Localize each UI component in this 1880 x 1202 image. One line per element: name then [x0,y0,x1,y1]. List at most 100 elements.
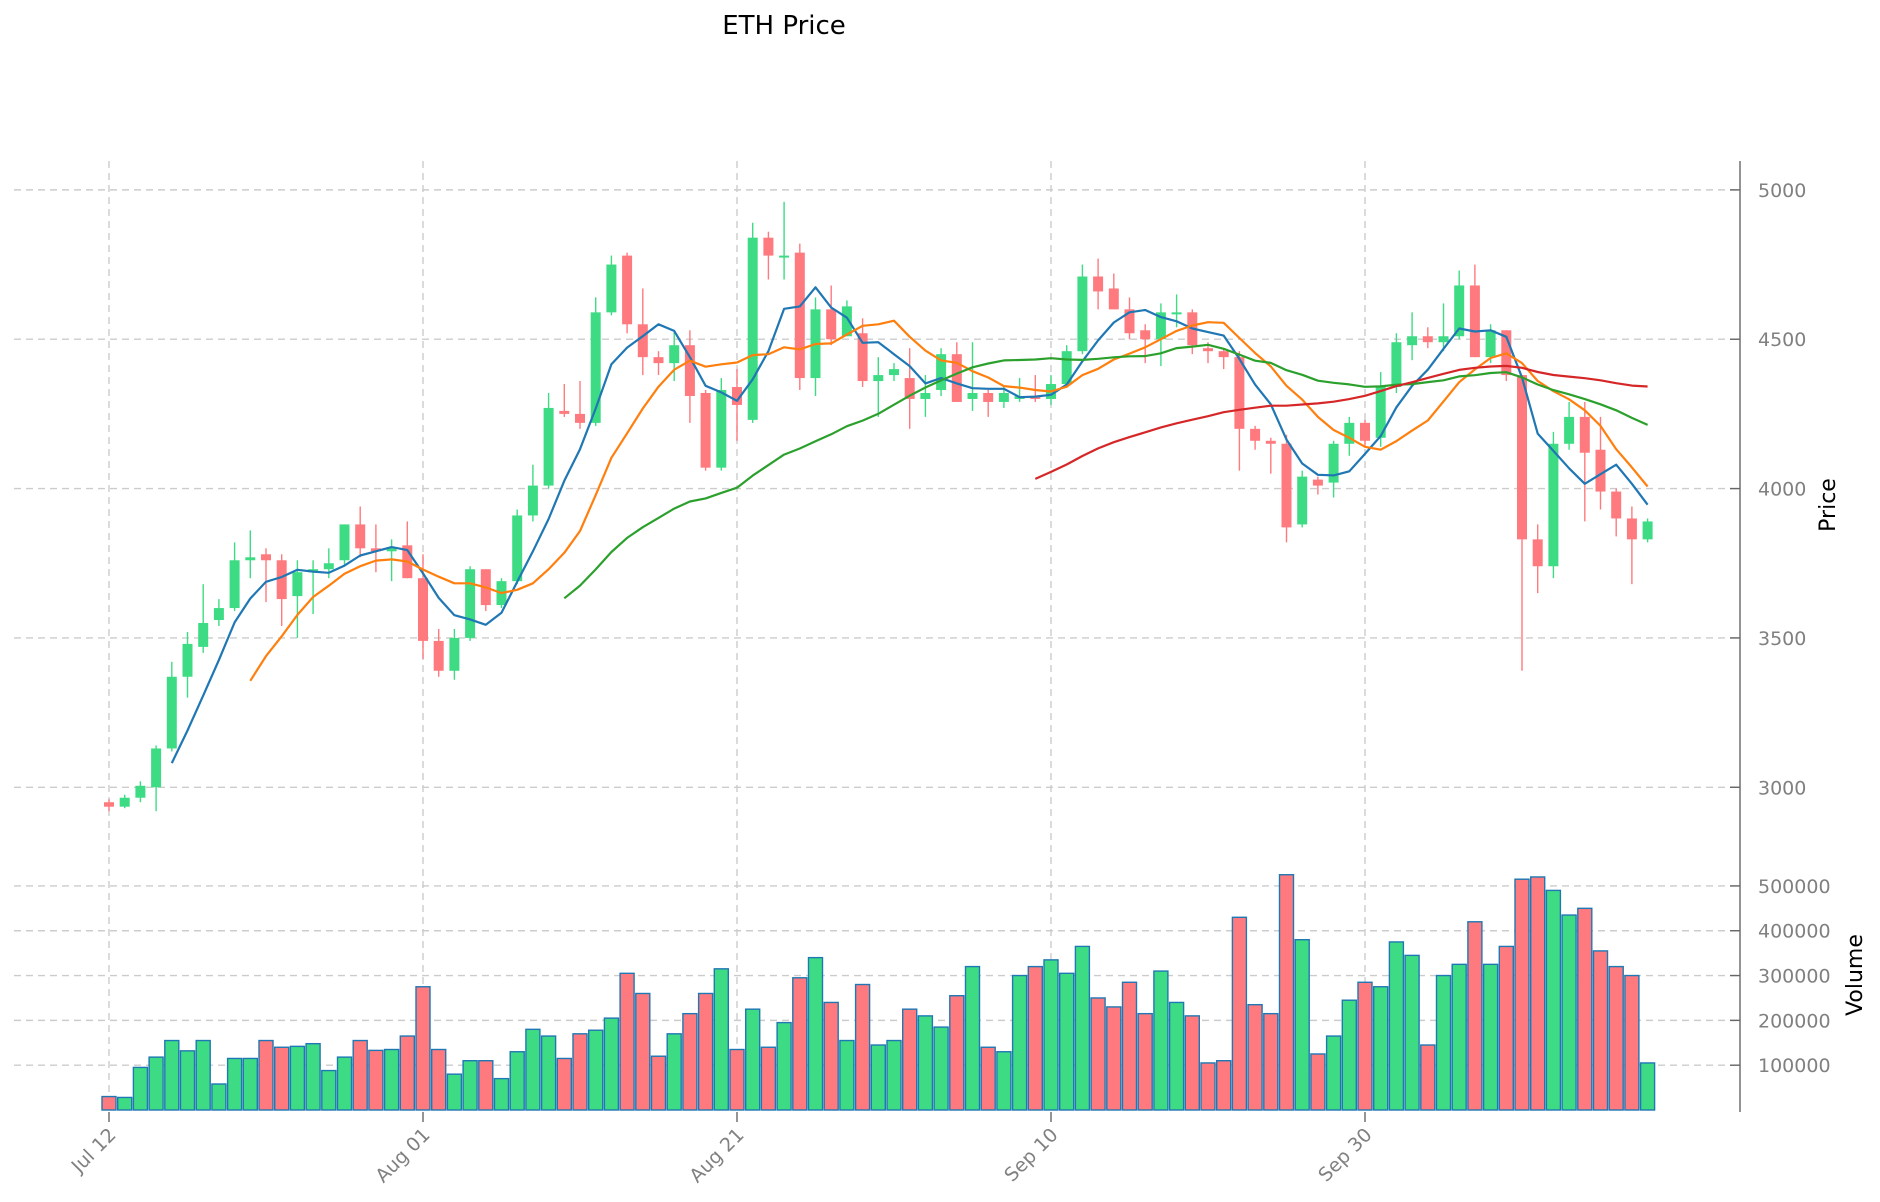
candle-body [1360,422,1370,441]
candle [182,631,193,698]
volume-bar [1043,959,1059,1111]
volume-bar [525,1028,541,1111]
candle-body [716,390,727,468]
volume-bar [352,1039,368,1111]
candle-body [1312,479,1323,486]
volume-bar [226,1057,243,1111]
candle-body [1548,443,1559,567]
candle-body [339,524,350,561]
volume-bar [886,1039,902,1111]
candle-body [653,357,664,364]
candle-body [983,392,994,402]
candle-body [433,640,444,671]
candle [1281,434,1292,543]
volume-bar [415,986,431,1111]
candle [684,330,695,423]
volume-bar [164,1039,180,1111]
volume-bar [1624,974,1640,1111]
candle-body [857,333,868,382]
candle-body [1203,348,1213,352]
candle [1344,416,1355,456]
volume-bar [1137,1012,1153,1111]
volume-bar [383,1048,400,1111]
candle [1532,524,1543,594]
candle [480,569,491,612]
volume-bar [1121,981,1138,1111]
candle [151,745,162,812]
candle [370,524,381,573]
candle-body [936,354,947,391]
candle [1469,264,1480,358]
candle [857,318,868,388]
volume-bar [1467,921,1483,1111]
candle [590,297,601,426]
candle-body [527,485,538,516]
candle-body [637,324,648,358]
volume-bar [1561,914,1577,1111]
volume-bar [635,992,651,1111]
candle [889,363,899,382]
candle [1407,312,1418,361]
volume-tick-label: 100000 [1758,1055,1831,1077]
volume-bar [1341,999,1358,1111]
volume-bar [917,1015,934,1111]
volume-bar [258,1039,274,1111]
candle-body [1265,440,1276,444]
candle [763,231,774,280]
candle-body [1297,476,1308,525]
candle-body [889,369,899,376]
volume-bar [1498,945,1515,1111]
candle-body [1642,521,1653,540]
volume-bar [116,1096,133,1111]
candle [465,566,476,641]
volume-bar [132,1066,149,1111]
candle [1564,401,1575,450]
candle-body [622,255,633,325]
volume-bar [493,1077,510,1111]
volume-bar [1011,974,1028,1111]
volume-tick-label: 400000 [1758,921,1831,943]
chart-title: ETH Price [722,11,846,41]
candle [261,548,271,603]
candle-body [465,569,476,638]
candle-body [213,608,224,621]
volume-bar [1184,1015,1201,1111]
volume-bar [1027,965,1044,1111]
price-tick-label: 3500 [1758,628,1806,650]
moving-average-10 [249,319,1649,682]
candle [1124,297,1135,340]
volume-bar [289,1045,306,1111]
volume-bar [839,1039,855,1111]
volume-bar [792,977,808,1111]
volume-bar [1420,1044,1436,1111]
candle-body [794,252,805,379]
volume-bar [1090,997,1106,1111]
volume-bar [399,1035,415,1111]
volume-bar [1577,907,1593,1111]
candle [276,554,287,626]
candle-body [1532,539,1543,567]
volume-bar [854,983,871,1111]
x-tick-label: Aug 01 [371,1124,434,1187]
candle-body [590,312,601,423]
candle [1312,476,1323,495]
candle [1611,488,1622,537]
candle [622,252,633,334]
candle [1548,431,1559,579]
volume-bar [760,1046,777,1111]
volume-bar [1200,1062,1216,1111]
candle [1297,470,1308,528]
candle-body [904,378,915,399]
candle-body [166,676,177,749]
volume-bar [1168,1001,1185,1111]
candle-body [292,572,303,597]
candle [355,506,366,558]
candle [575,381,585,429]
volume-bar [1639,1062,1656,1111]
volume-bar [870,1044,886,1111]
candle [747,222,758,423]
candle-body [1250,428,1261,441]
price-axis-label: Price [1816,478,1841,532]
volume-bar [650,1055,667,1111]
